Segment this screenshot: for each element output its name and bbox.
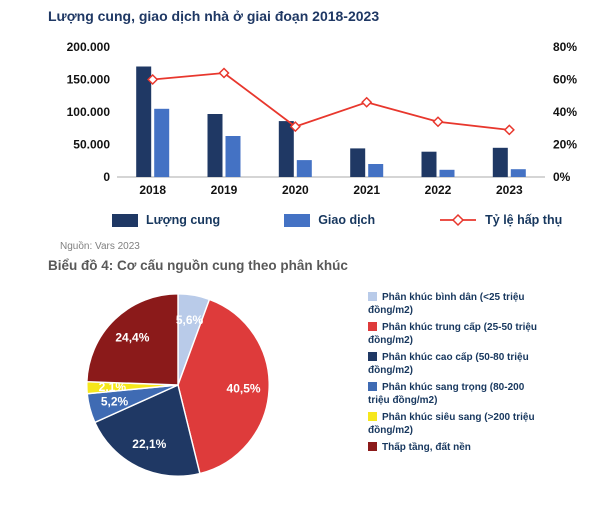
- pie-legend-item-0: Phân khúc bình dân (<25 triệu đồng/m2): [368, 291, 540, 317]
- bar-giao-dich-2021: [368, 164, 384, 177]
- absorption-marker-2022: [432, 116, 444, 128]
- left-axis-tick-label: 200.000: [67, 40, 111, 54]
- pie-slice-label-4: 2,1%: [99, 380, 127, 394]
- pie-legend-swatch: [368, 292, 377, 301]
- supply-swatch: [112, 213, 138, 227]
- legend-diamond: [452, 213, 465, 227]
- pie-legend-label: Phân khúc siêu sang (>200 triệu đồng/m2): [368, 412, 535, 436]
- absorption-marker-2020: [289, 121, 301, 133]
- pie-slice-label-1: 40,5%: [227, 381, 261, 395]
- right-axis-tick-label: 0%: [553, 170, 571, 184]
- x-axis-label-2019: 2019: [211, 183, 238, 197]
- bar-giao-dich-2019: [225, 136, 241, 177]
- combo-chart-title: Lượng cung, giao dịch nhà ở giai đoạn 20…: [48, 8, 380, 24]
- pie-legend: Phân khúc bình dân (<25 triệu đồng/m2) Ph…: [368, 291, 540, 458]
- left-axis-tick-label: 0: [103, 170, 110, 184]
- left-axis-tick-label: 100.000: [67, 105, 111, 119]
- absorption-line: [152, 72, 510, 131]
- pie-legend-item-3: Phân khúc sang trọng (80-200 triệu đồng/…: [368, 381, 540, 407]
- legend-item-transactions: Giao dịch: [284, 213, 375, 227]
- pie-legend-label: Phân khúc cao cấp (50-80 triệu đồng/m2): [368, 352, 529, 376]
- right-axis-tick-label: 40%: [553, 105, 577, 119]
- pie-chart: 5,6% 40,5% 22,1% 5,2%2,1% 24,4%: [86, 293, 270, 477]
- absorption-marker-2021: [361, 96, 373, 108]
- pie-slice-label-0: 5,6%: [176, 313, 204, 327]
- x-axis-label-2021: 2021: [353, 183, 380, 197]
- transactions-swatch: [284, 213, 311, 227]
- bar-luong-cung-2022: [421, 151, 437, 178]
- pie-slice-label-2: 22,1%: [132, 437, 166, 451]
- pie-chart-title: Biểu đồ 4: Cơ cấu nguồn cung theo phân k…: [48, 258, 348, 273]
- absorption-marker-2019: [218, 67, 230, 79]
- right-axis-tick-label: 60%: [553, 73, 577, 87]
- pie-legend-item-4: Phân khúc siêu sang (>200 triệu đồng/m2): [368, 411, 540, 437]
- pie-legend-item-1: Phân khúc trung cấp (25-50 triệu đồng/m2…: [368, 321, 540, 347]
- pie-legend-swatch: [368, 442, 377, 451]
- bar-giao-dich-2023: [510, 169, 526, 177]
- combo-chart: 0 50.000 100.000 150.000 200.000 0% 20% 40% 60% 8…: [67, 40, 578, 197]
- source-note: Nguồn: Vars 2023: [60, 241, 140, 252]
- pie-legend-label: Phân khúc sang trọng (80-200 triệu đồng/…: [368, 382, 525, 406]
- bar-luong-cung-2021: [350, 148, 366, 177]
- pie-slice-5: [86, 293, 179, 386]
- left-axis-tick-label: 150.000: [67, 73, 111, 87]
- supply-legend-label: Lượng cung: [146, 213, 221, 227]
- legend-item-absorption: Tỷ lệ hấp thụ: [439, 213, 562, 227]
- legend-item-supply: Lượng cung: [112, 213, 220, 227]
- pie-legend-swatch: [368, 352, 377, 361]
- absorption-marker-2018: [147, 73, 159, 86]
- x-axis-label-2022: 2022: [425, 183, 452, 197]
- pie-legend-swatch: [368, 412, 377, 421]
- bar-luong-cung-2023: [492, 147, 508, 178]
- combo-legend: Lượng cung Giao dịch Tỷ lệ hấp thụ: [112, 213, 562, 227]
- pie-legend-label: Phân khúc bình dân (<25 triệu đồng/m2): [368, 292, 525, 316]
- right-axis-tick-label: 80%: [553, 40, 577, 54]
- absorption-marker-2023: [503, 124, 515, 136]
- pie-slice-2: [93, 383, 201, 477]
- pie-slice-label-5: 24,4%: [115, 331, 149, 345]
- absorption-line-swatch: [440, 213, 477, 227]
- pie-slice-1: [177, 298, 270, 475]
- pie-legend-label: Thấp tầng, đất nền: [382, 442, 471, 453]
- transactions-legend-label: Giao dịch: [318, 213, 376, 227]
- pie-legend-swatch: [368, 382, 377, 391]
- bar-luong-cung-2019: [207, 114, 223, 177]
- bar-giao-dich-2018: [154, 108, 170, 178]
- pie-legend-item-5: Thấp tầng, đất nền: [368, 441, 540, 454]
- x-axis-label-2018: 2018: [139, 183, 166, 197]
- pie-legend-item-2: Phân khúc cao cấp (50-80 triệu đồng/m2): [368, 351, 540, 377]
- left-axis-tick-label: 50.000: [73, 138, 110, 152]
- absorption-legend-label: Tỷ lệ hấp thụ: [485, 213, 563, 227]
- right-axis-tick-label: 20%: [553, 138, 577, 152]
- bar-luong-cung-2018: [136, 66, 152, 177]
- pie-legend-label: Phân khúc trung cấp (25-50 triệu đồng/m2…: [368, 322, 538, 346]
- bar-luong-cung-2020: [278, 121, 294, 177]
- x-axis-label-2020: 2020: [282, 183, 309, 197]
- pie-legend-swatch: [368, 322, 377, 331]
- pie-slice-label-3: 5,2%: [101, 395, 129, 409]
- bar-giao-dich-2022: [439, 169, 455, 177]
- bar-giao-dich-2020: [296, 160, 312, 177]
- x-axis-label-2023: 2023: [496, 183, 523, 197]
